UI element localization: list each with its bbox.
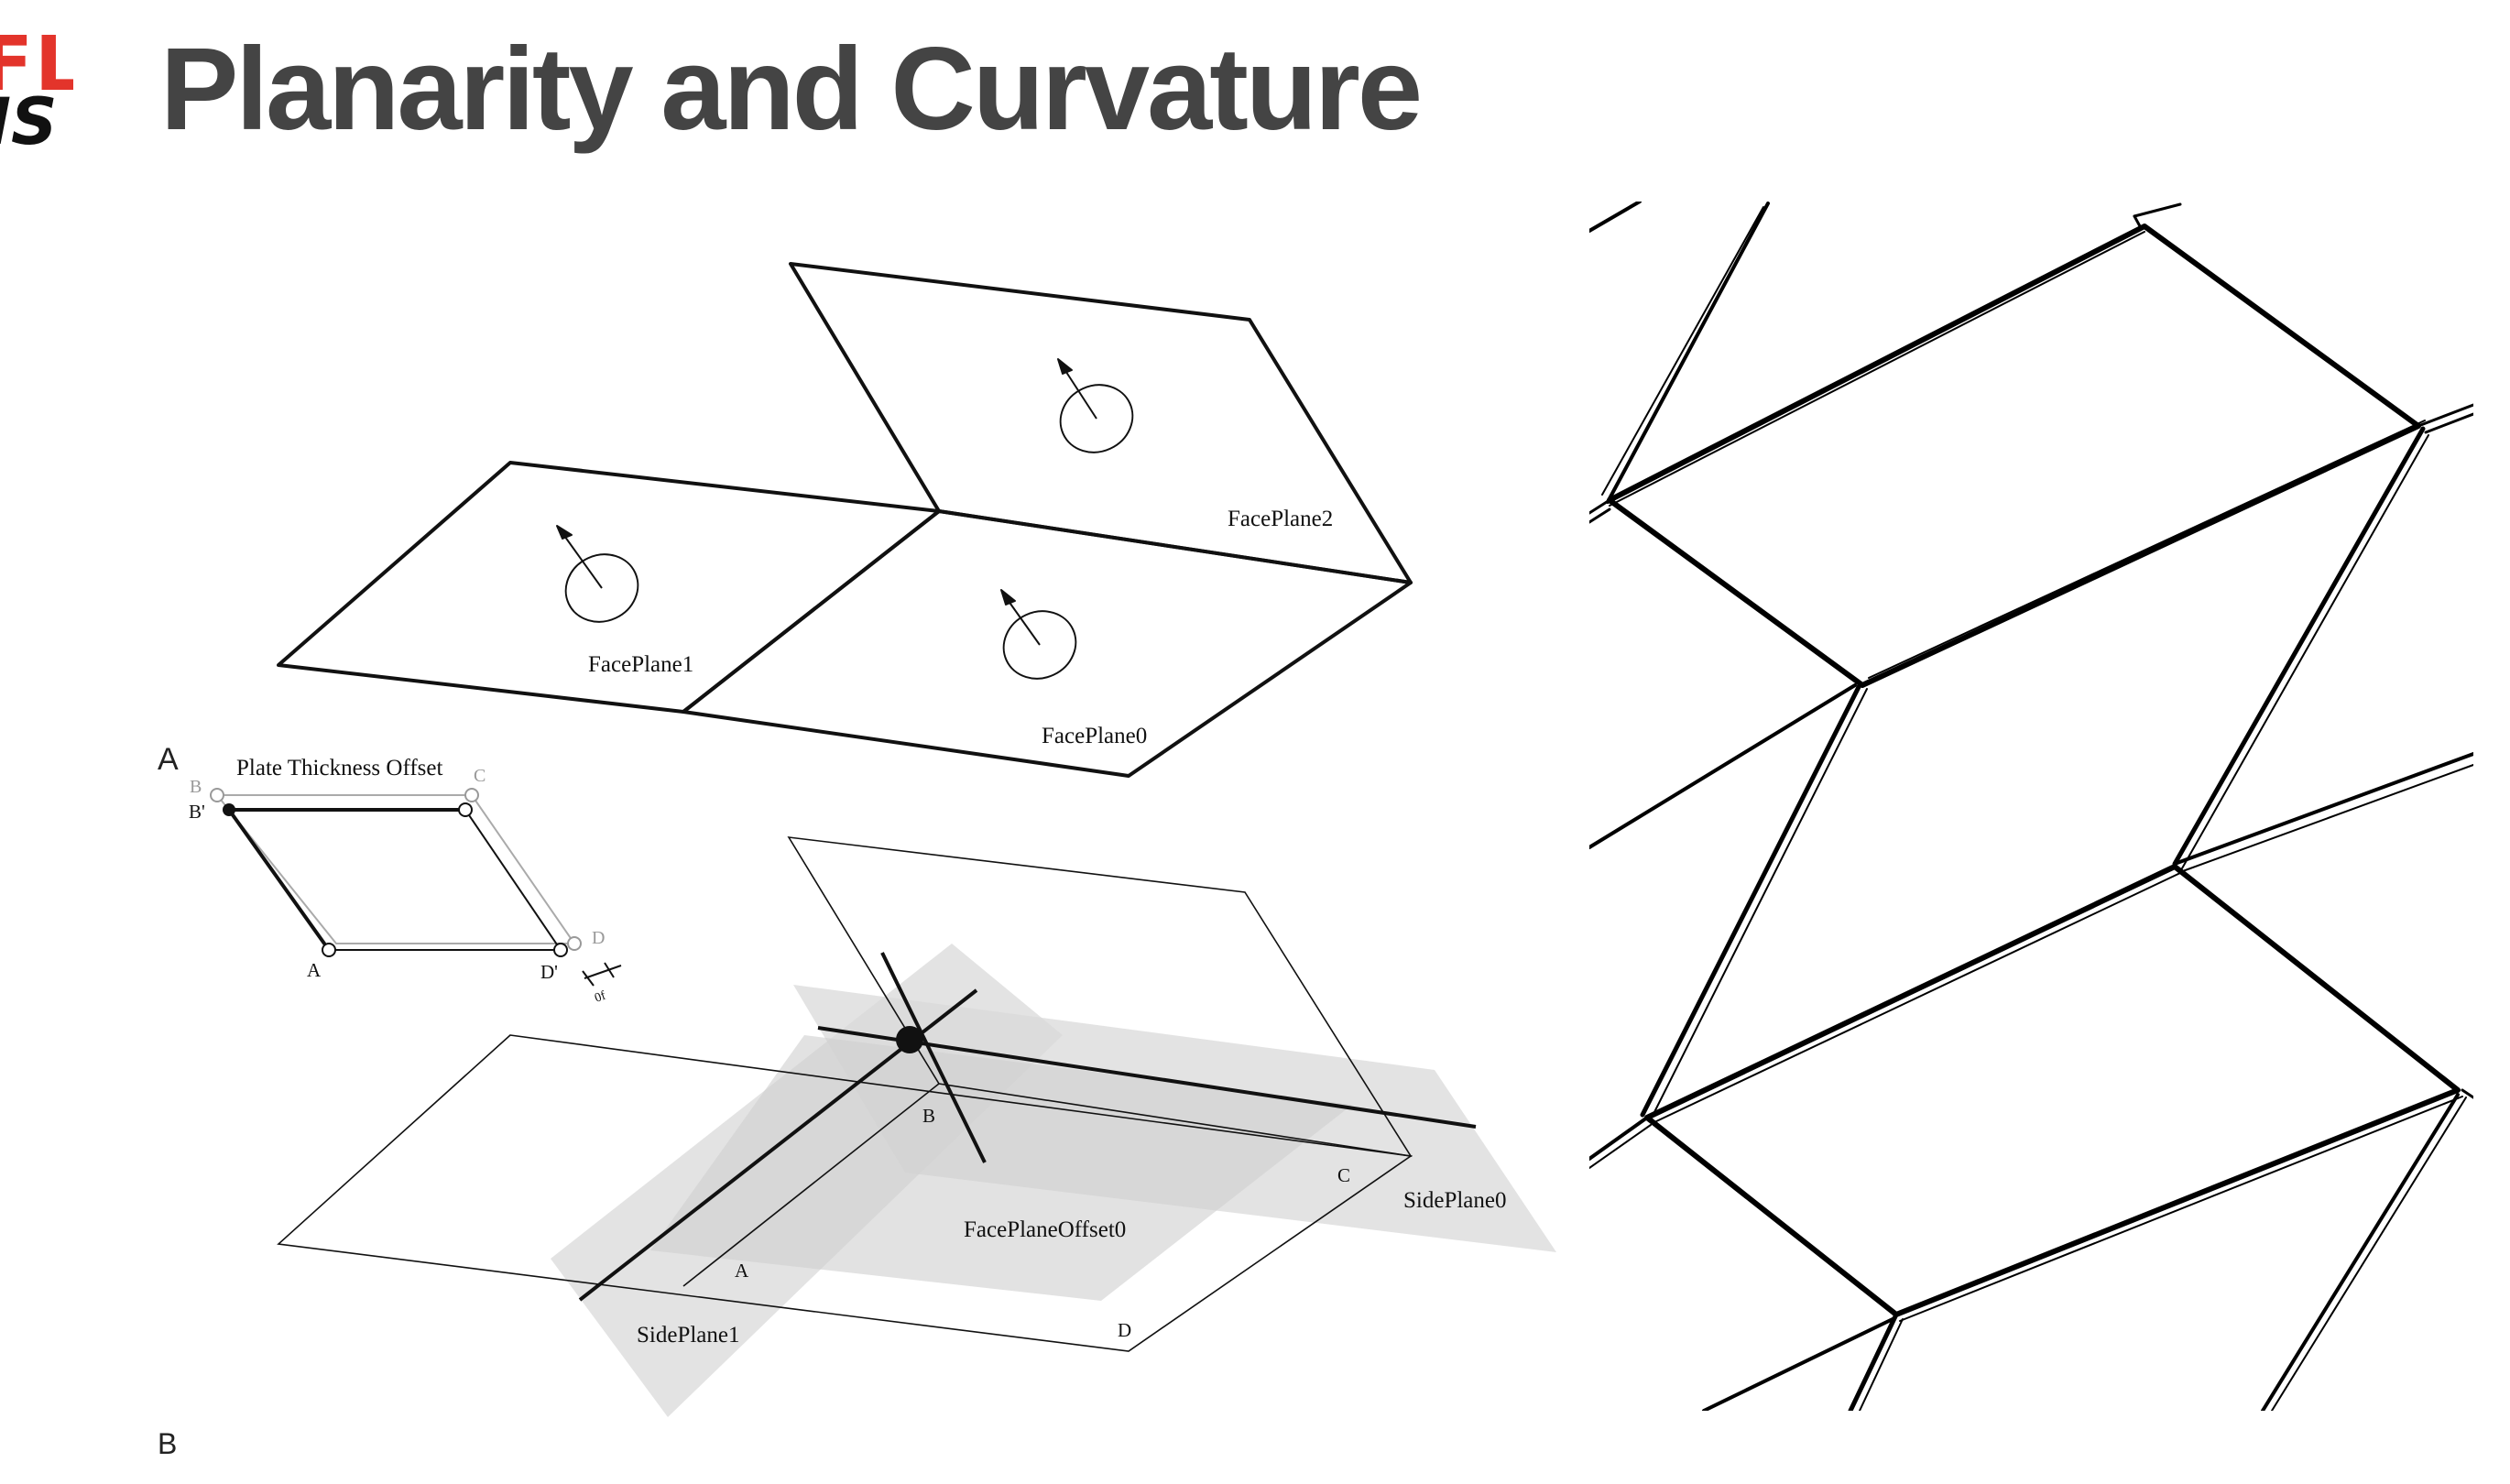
plate-thickness-offset-inset	[210, 788, 622, 987]
inset-point-d: D	[592, 928, 605, 948]
epfl-logo: FL IS	[0, 27, 73, 147]
normal-arrow-1	[556, 525, 639, 623]
side-plane-0-label: SidePlane0	[1403, 1188, 1507, 1213]
inset-point-b: B	[190, 777, 202, 797]
inset-title: Plate Thickness Offset	[236, 756, 442, 780]
face-plane-offset-shade	[650, 1035, 1352, 1301]
normal-arrow-0	[1000, 589, 1077, 680]
bottom-offset-planes	[277, 836, 1556, 1417]
bottom-point-c: C	[1337, 1164, 1350, 1186]
face-plane-2-label: FacePlane2	[1228, 507, 1333, 531]
inset-point-c: C	[474, 766, 486, 786]
figure-label-a: A	[158, 742, 179, 777]
figure-label-b: B	[158, 1427, 178, 1460]
slide-title: Planarity and Curvature	[160, 24, 1423, 155]
normal-arrow-2	[1057, 358, 1134, 453]
inset-offset-label: 0f	[593, 989, 607, 1006]
intersection-point-b	[896, 1026, 923, 1053]
bottom-point-b: B	[922, 1105, 935, 1127]
bottom-point-a: A	[735, 1260, 749, 1282]
bottom-point-d: D	[1118, 1319, 1131, 1341]
face-plane-1-label: FacePlane1	[588, 652, 693, 677]
bottom-base-plane-outline	[277, 1034, 1413, 1352]
face-plane-offset-0-label: FacePlaneOffset0	[964, 1217, 1126, 1242]
logo-top-text: FL	[0, 27, 73, 108]
top-face-planes	[277, 262, 1413, 778]
face-plane-0-label: FacePlane0	[1042, 724, 1147, 748]
inset-point-b-prime: B'	[189, 801, 205, 823]
inset-point-a: A	[307, 959, 322, 981]
side-plane-1-label: SidePlane1	[637, 1323, 740, 1348]
logo-bottom-text: IS	[0, 84, 58, 147]
inset-point-d-prime: D'	[540, 961, 558, 983]
